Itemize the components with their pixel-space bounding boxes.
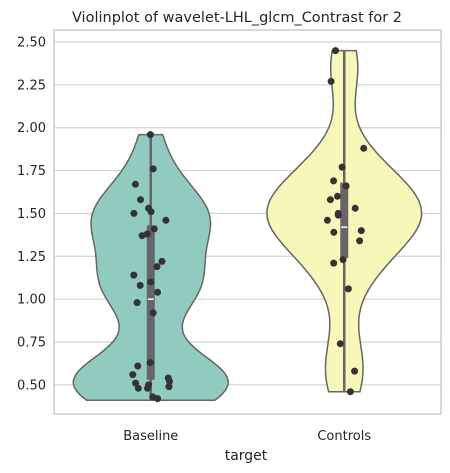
data-point	[131, 180, 139, 188]
data-point	[150, 225, 158, 233]
data-point	[146, 359, 154, 367]
chart-title: Violinplot of wavelet-LHL_glcm_Contrast …	[72, 10, 402, 26]
data-point	[346, 388, 354, 396]
data-point	[147, 278, 155, 286]
data-point	[154, 288, 162, 296]
iqr-box-controls	[340, 182, 349, 258]
data-point	[165, 383, 173, 391]
data-point	[357, 227, 365, 235]
data-point	[158, 257, 166, 265]
data-point	[344, 285, 352, 293]
y-tick-label: 2.25	[17, 78, 46, 93]
iqr-box-baseline	[146, 225, 155, 380]
data-point	[332, 47, 339, 55]
y-tick-label: 0.75	[17, 336, 46, 351]
y-tick-label: 1.75	[17, 164, 46, 179]
data-point	[129, 371, 137, 379]
data-point	[134, 362, 142, 370]
axes-frame	[53, 29, 442, 415]
data-point	[323, 216, 331, 224]
data-point	[149, 309, 157, 317]
data-point	[132, 379, 140, 387]
violins	[72, 49, 423, 402]
y-tick-label: 1.50	[17, 207, 46, 222]
data-point	[130, 209, 138, 217]
x-tick-label: Controls	[317, 429, 371, 444]
data-point	[130, 271, 138, 279]
data-point	[147, 208, 155, 216]
data-point	[334, 211, 342, 219]
data-point	[137, 196, 144, 204]
tick-labels: 0.50 0.75 1.00 1.25 1.50 1.75 2.00 2.25 2.50 Base…	[17, 36, 371, 445]
data-points	[129, 47, 368, 403]
data-point	[166, 377, 173, 385]
data-point	[326, 196, 334, 204]
y-tick-label: 2.00	[17, 121, 46, 136]
data-point	[149, 165, 157, 173]
data-point	[162, 216, 170, 224]
data-point	[144, 384, 151, 392]
data-point	[154, 395, 162, 403]
x-tick-label: Baseline	[123, 429, 178, 444]
y-tick-label: 1.00	[17, 293, 46, 308]
data-point	[330, 259, 338, 267]
data-point	[330, 177, 338, 185]
data-point	[138, 232, 146, 240]
data-point	[339, 256, 347, 264]
data-point	[136, 281, 144, 289]
data-point	[334, 192, 341, 200]
y-tick-label: 2.50	[17, 36, 46, 51]
x-axis-label: target	[225, 448, 268, 464]
data-point	[327, 77, 335, 85]
data-point	[351, 367, 359, 375]
data-point	[153, 263, 161, 271]
y-tick-label: 0.50	[17, 378, 46, 393]
data-point	[134, 384, 142, 392]
data-point	[360, 144, 368, 152]
data-point	[342, 182, 350, 190]
data-point	[351, 204, 359, 212]
y-tick-label: 1.25	[17, 250, 46, 265]
plot-frame	[53, 29, 442, 415]
data-point	[336, 340, 344, 348]
data-point	[356, 237, 364, 245]
data-point	[330, 228, 338, 236]
data-point	[338, 163, 346, 171]
data-point	[133, 299, 141, 307]
data-point	[146, 131, 154, 139]
